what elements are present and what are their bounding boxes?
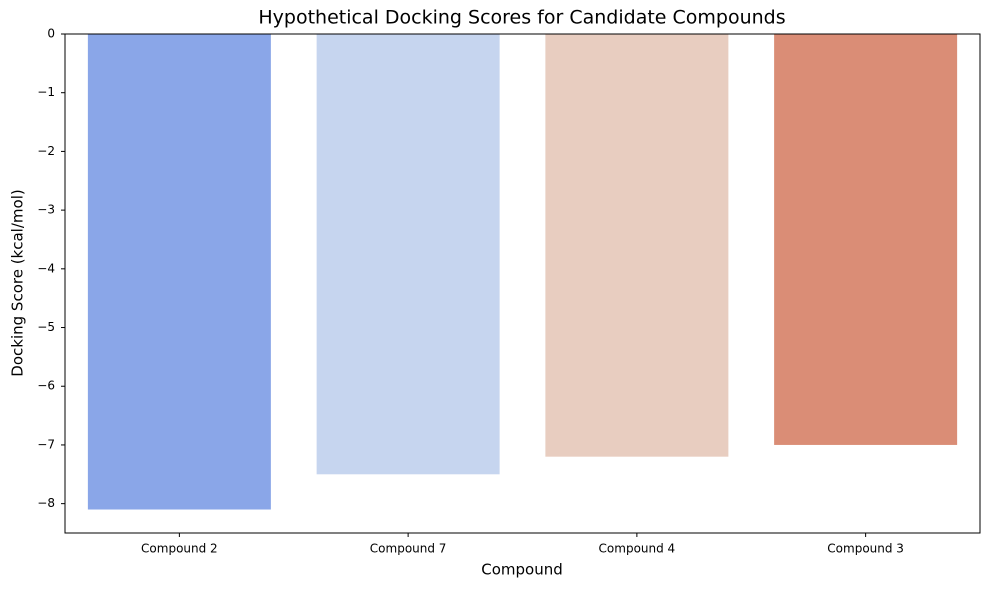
x-axis-label: Compound [481, 561, 563, 579]
bar [316, 34, 500, 475]
y-tick-label: −2 [37, 144, 55, 158]
chart-title: Hypothetical Docking Scores for Candidat… [258, 7, 785, 29]
plot-frame [64, 33, 981, 534]
x-tick-label: Compound 7 [370, 542, 447, 556]
x-tick-label: Compound 4 [599, 542, 676, 556]
x-tick-label: Compound 3 [827, 542, 904, 556]
x-tick-label: Compound 2 [141, 542, 218, 556]
y-tick-label: −5 [37, 320, 55, 334]
y-tick-label: −6 [37, 379, 55, 393]
y-tick-label: 0 [47, 27, 55, 41]
bar [774, 34, 958, 445]
y-tick-label: −7 [37, 437, 55, 451]
bar [545, 34, 729, 457]
y-tick-label: −8 [37, 496, 55, 510]
y-tick-label: −1 [37, 85, 55, 99]
bar [87, 34, 271, 510]
y-tick-label: −3 [37, 203, 55, 217]
y-tick-label: −4 [37, 261, 55, 275]
y-axis-label: Docking Score (kcal/mol) [9, 189, 27, 376]
